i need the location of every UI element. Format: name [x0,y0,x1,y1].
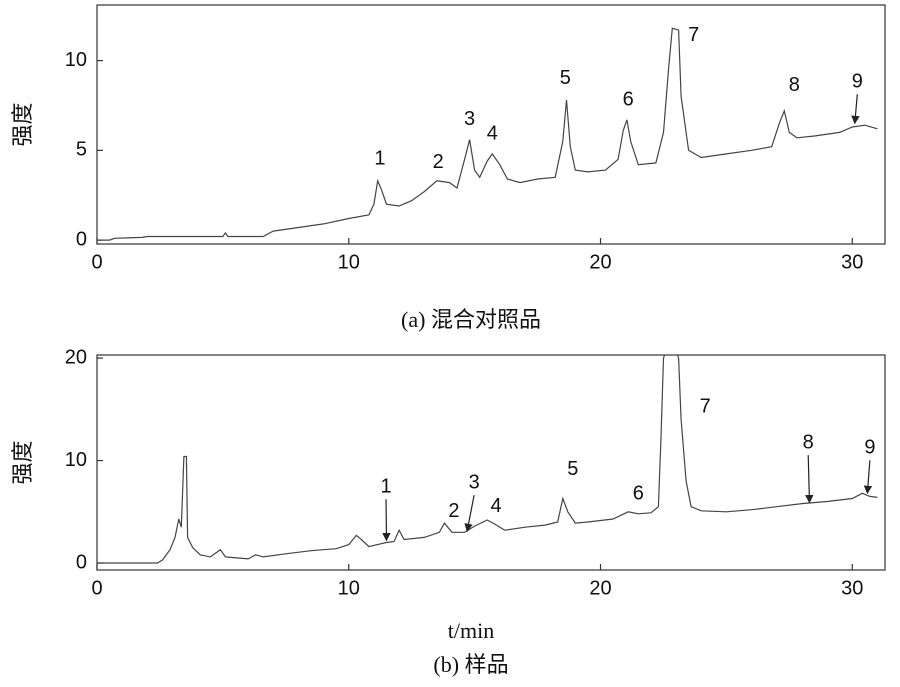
peak-label: 4 [487,122,498,144]
y-tick-label: 0 [76,551,87,573]
y-tick-label: 20 [65,346,87,368]
peak-label: 2 [448,500,459,522]
peak-arrow [851,94,860,125]
peak-label: 5 [567,458,578,480]
y-tick-label: 0 [76,228,87,250]
plot-frame [96,4,886,245]
peak-label: 5 [560,67,571,89]
x-axis-label: t/min [448,618,494,643]
peak-label: 7 [688,24,699,46]
x-tick-label: 30 [841,251,863,273]
peak-arrow [464,494,475,533]
peak-label: 3 [464,108,475,130]
peak-label: 2 [433,151,444,173]
peak-arrow [805,455,814,504]
x-tick-label: 20 [589,251,611,273]
peak-label: 9 [864,437,875,459]
plot-frame [96,354,886,571]
x-tick-label: 10 [338,577,360,599]
x-tick-label: 20 [589,577,611,599]
peak-arrow [863,460,873,495]
y-axis-label: 强度 [10,102,35,146]
peak-arrow [382,499,391,542]
trace [97,355,878,564]
y-tick-label: 10 [65,49,87,71]
peak-label: 7 [700,396,711,418]
y-tick-label: 10 [65,449,87,471]
peak-label: 6 [623,88,634,110]
caption: (b) 样品 [433,652,508,677]
y-tick-label: 5 [76,139,87,161]
peak-label: 8 [803,431,814,453]
x-tick-label: 10 [338,251,360,273]
peak-label: 3 [469,471,480,493]
peak-label: 8 [789,74,800,96]
peak-label: 6 [633,483,644,505]
x-tick-label: 0 [91,577,102,599]
peak-label: 4 [490,495,501,517]
caption: (a) 混合对照品 [401,307,541,332]
peak-label: 1 [380,475,391,497]
x-tick-label: 30 [841,577,863,599]
y-axis-label: 强度 [10,440,35,484]
trace [97,27,878,241]
x-tick-label: 0 [91,251,102,273]
peak-label: 1 [374,148,385,170]
peak-label: 9 [852,70,863,92]
